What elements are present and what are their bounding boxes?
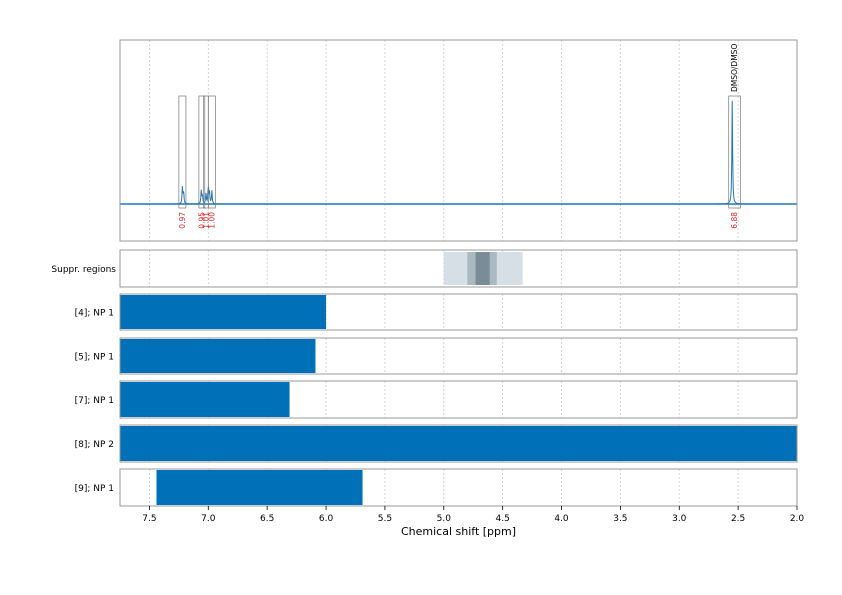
x-tick-label: 7.5 (142, 514, 156, 524)
panel-frame (119, 249, 798, 288)
spectrum-line (120, 100, 797, 205)
panel-frame (119, 380, 798, 419)
integral-label: 0.95 (197, 212, 206, 229)
integral-label: 6.88 (730, 212, 739, 229)
range-label: [5]; NP 1 (75, 353, 114, 363)
x-tick-label: 4.0 (554, 514, 569, 524)
panel-frame (119, 468, 798, 507)
x-tick-label: 6.0 (319, 514, 334, 524)
x-tick-label: 7.0 (201, 514, 216, 524)
range-bar (120, 339, 316, 373)
integral-label: 1.00 (207, 212, 216, 229)
panel-frame (119, 337, 798, 375)
range-bar (120, 426, 797, 461)
range-label: [7]; NP 1 (75, 396, 114, 406)
x-tick-label: 3.0 (672, 514, 687, 524)
x-tick-label: 4.5 (495, 514, 509, 524)
integral-box (178, 95, 187, 209)
integral-box (728, 95, 741, 209)
x-tick-label: 6.5 (260, 514, 274, 524)
integral-label: 0.97 (178, 212, 187, 229)
x-tick-label: 3.5 (613, 514, 627, 524)
panel-frame (119, 424, 798, 463)
panel-frame (119, 293, 798, 331)
range-bar (120, 382, 290, 417)
range-label: [9]; NP 1 (75, 484, 114, 494)
range-label: [4]; NP 1 (75, 309, 114, 319)
x-tick-label: 2.0 (790, 514, 805, 524)
x-tick-label: 5.5 (378, 514, 392, 524)
integral-box (207, 95, 216, 209)
range-bar (120, 295, 327, 329)
range-label: [8]; NP 2 (75, 440, 114, 450)
suppression-label: Suppr. regions (51, 265, 116, 275)
integral-label: 1.01 (202, 212, 211, 229)
panel-frame (119, 39, 798, 242)
peak-annotation: DMSO/DMSO (730, 44, 739, 92)
suppression-band (475, 252, 490, 285)
x-tick-label: 5.0 (437, 514, 452, 524)
x-axis-label: Chemical shift [ppm] (401, 525, 516, 538)
range-bar (156, 470, 363, 505)
x-tick-label: 2.5 (731, 514, 745, 524)
integral-box (198, 95, 206, 209)
